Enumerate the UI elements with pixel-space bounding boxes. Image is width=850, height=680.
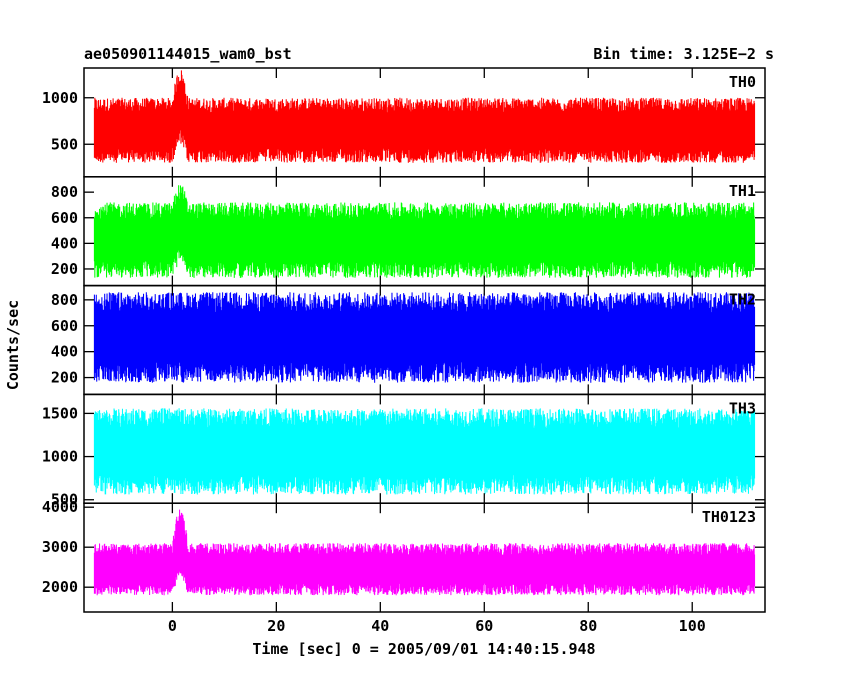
y-tick-label-th1: 800: [51, 183, 78, 201]
x-tick-label: 0: [168, 617, 177, 635]
x-tick-label: 100: [679, 617, 706, 635]
series-line-th0123: [93, 509, 756, 596]
panel-th3: 500 1000 1500 TH3: [42, 393, 766, 509]
y-tick-label-th0123: 3000: [42, 538, 78, 556]
panel-label-th3: TH3: [729, 399, 756, 417]
series-line-th2: [93, 292, 756, 383]
chart-title: ae050901144015_wam0_bst: [84, 45, 292, 63]
y-tick-label-th3: 1000: [42, 448, 78, 466]
series-line-th0: [93, 70, 756, 163]
x-tick-label: 40: [371, 617, 389, 635]
panel-th2: 200 400 600 800 TH2: [51, 284, 766, 396]
y-tick-label-th1: 200: [51, 260, 78, 278]
y-tick-label-th2: 200: [51, 369, 78, 387]
x-tick-label: 20: [267, 617, 285, 635]
x-tick-labels: 0 20 40 60 80 100: [168, 617, 706, 635]
y-tick-label-th0: 500: [51, 135, 78, 153]
x-axis-label: Time [sec] 0 = 2005/09/01 14:40:15.948: [252, 640, 595, 658]
y-tick-label-th0: 1000: [42, 89, 78, 107]
panel-label-th2: TH2: [729, 291, 756, 309]
panel-label-th0: TH0: [729, 73, 756, 91]
y-tick-label-th0123: 4000: [42, 498, 78, 516]
panel-th0123: 2000 3000 4000 TH0123: [42, 498, 766, 613]
y-tick-label-th3: 500: [51, 491, 78, 509]
y-tick-label-th0123: 2000: [42, 578, 78, 596]
panel-label-th0123: TH0123: [702, 508, 756, 526]
bin-time-label: Bin time: 3.125E−2 s: [593, 45, 774, 63]
x-tick-label: 60: [475, 617, 493, 635]
panel-th1: 200 400 600 800 TH1: [51, 176, 766, 287]
y-tick-label-th2: 600: [51, 317, 78, 335]
panel-label-th1: TH1: [729, 182, 756, 200]
y-tick-label-th2: 400: [51, 343, 78, 361]
series-line-th1: [93, 185, 756, 278]
y-tick-label-th1: 400: [51, 234, 78, 252]
x-tick-label: 80: [579, 617, 597, 635]
panel-frame-th0123: [83, 502, 766, 613]
series-line-th3: [93, 408, 756, 495]
y-tick-label-th1: 600: [51, 209, 78, 227]
y-tick-label-th2: 800: [51, 291, 78, 309]
panel-th0: 500 1000 TH0: [42, 67, 766, 178]
y-tick-label-th3: 1500: [42, 404, 78, 422]
y-axis-label: Counts/sec: [4, 300, 22, 390]
